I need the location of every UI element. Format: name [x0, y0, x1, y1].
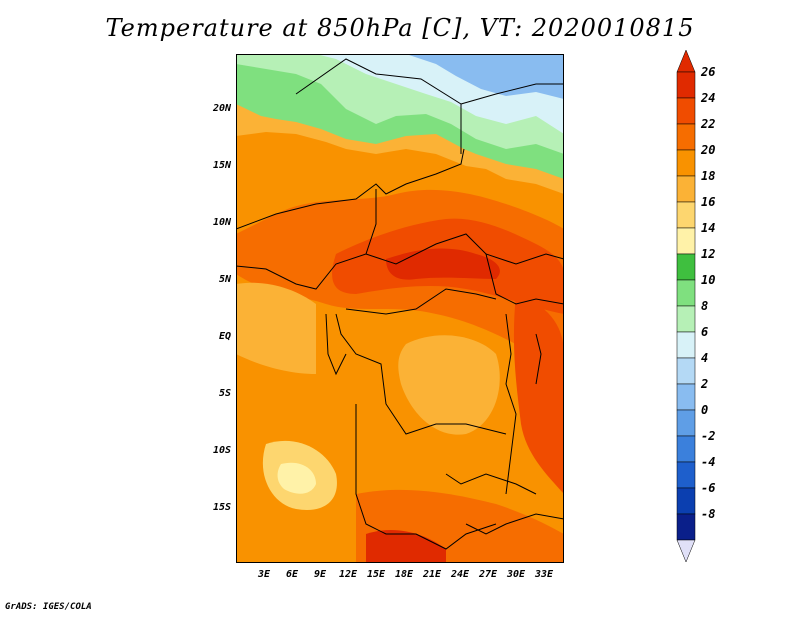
color-bar-label: 18	[701, 169, 715, 183]
lat-label-5s: 5S	[218, 388, 231, 399]
color-bar-swatch	[676, 435, 696, 463]
lat-label-10s: 10S	[212, 445, 231, 456]
color-bar-label: 2	[700, 377, 708, 391]
color-bar-label: 14	[701, 221, 715, 235]
lat-label-5n: 5N	[218, 274, 231, 285]
lon-label-18e: 18E	[394, 569, 414, 580]
lon-label-9e: 9E	[313, 569, 327, 580]
country-borders	[236, 58, 564, 550]
lat-label-20n: 20N	[212, 103, 231, 114]
color-bar-swatch	[676, 487, 696, 515]
color-bar-swatch	[676, 279, 696, 307]
color-bar-label: -4	[701, 455, 715, 469]
color-bar-swatch	[676, 461, 696, 489]
lon-label-27e: 27E	[478, 569, 498, 580]
lon-label-30e: 30E	[506, 569, 526, 580]
color-bar-swatch	[676, 71, 696, 99]
color-bar-label: 0	[701, 403, 708, 417]
color-bar-label: -8	[701, 507, 715, 521]
color-bar-swatch	[676, 227, 696, 255]
color-bar-label: -2	[701, 429, 715, 443]
color-bar-label: 6	[701, 325, 708, 339]
color-bar-swatch	[676, 149, 696, 177]
color-bar-swatch	[676, 123, 696, 151]
color-bar-swatch	[676, 357, 696, 385]
color-bar-top-arrow	[676, 50, 696, 73]
color-bar-label: 8	[701, 299, 708, 313]
lat-label-15s: 15S	[212, 502, 231, 513]
color-bar-label: -6	[701, 481, 715, 495]
lon-label-24e: 24E	[450, 569, 470, 580]
color-bar-label: 10	[701, 273, 715, 287]
color-bar-label: 26	[700, 65, 715, 79]
color-bar-swatch	[676, 513, 696, 541]
color-bar-label: 12	[701, 247, 715, 261]
lon-label-12e: 12E	[338, 569, 358, 580]
color-bar-swatch	[676, 175, 696, 203]
color-bar-swatch	[676, 253, 696, 281]
color-bar-bottom-arrow	[676, 539, 696, 562]
map-frame	[236, 54, 564, 563]
lat-label-eq: EQ	[218, 331, 231, 342]
footer-credit: GrADS: IGES/COLA	[5, 602, 92, 612]
color-bar-swatch	[676, 305, 696, 333]
lon-label-3e: 3E	[257, 569, 271, 580]
lon-label-33e: 33E	[534, 569, 554, 580]
temperature-map	[236, 54, 564, 563]
color-bar-label: 4	[701, 351, 708, 365]
color-bar-label: 24	[700, 91, 715, 105]
temperature-field	[236, 54, 564, 563]
color-bar-swatch	[676, 409, 696, 437]
color-bar-swatch	[676, 383, 696, 411]
lat-label-15n: 15N	[212, 160, 231, 171]
color-bar-swatch	[676, 97, 696, 125]
color-bar-label: 20	[700, 143, 715, 157]
color-bar-swatch	[676, 201, 696, 229]
color-bar-label: 16	[701, 195, 715, 209]
lon-label-21e: 21E	[422, 569, 442, 580]
color-bar-swatch	[676, 331, 696, 359]
lat-label-10n: 10N	[212, 217, 231, 228]
lon-label-15e: 15E	[366, 569, 386, 580]
map-title: Temperature at 850hPa [C], VT: 202001081…	[105, 14, 695, 42]
color-bar-label: 22	[700, 117, 715, 131]
lon-label-6e: 6E	[285, 569, 299, 580]
